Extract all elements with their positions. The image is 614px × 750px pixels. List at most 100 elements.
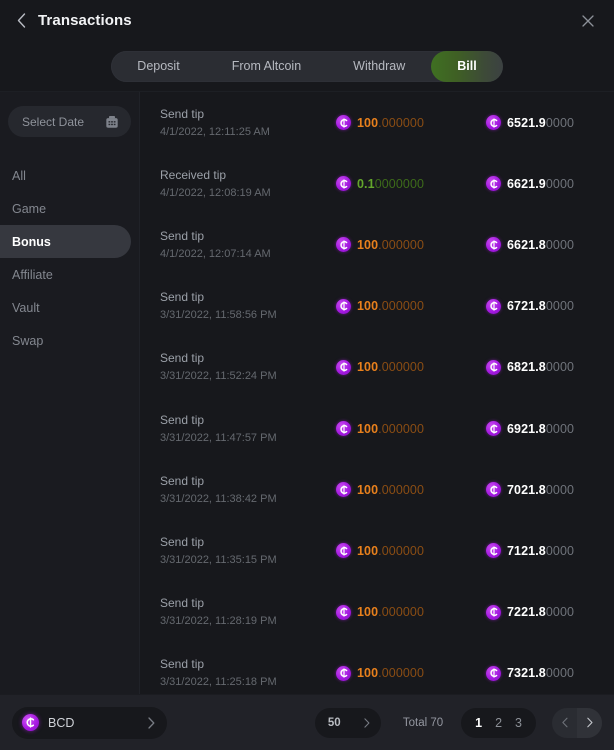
back-button[interactable] — [12, 12, 30, 30]
transaction-amount: 100.000000 — [336, 115, 486, 131]
table-row[interactable]: Send tip 3/31/2022, 11:58:56 PM 100.000000… — [140, 276, 614, 337]
previous-page-button[interactable] — [552, 708, 577, 738]
balance-value: 7221.80000 — [507, 605, 574, 619]
transaction-title: Send tip — [160, 596, 205, 611]
modal-header: Transactions — [0, 0, 614, 41]
amount-main: 100 — [357, 299, 379, 314]
tab-bill[interactable]: Bill — [431, 50, 503, 82]
sidebar-item-swap[interactable]: Swap — [0, 324, 131, 357]
coin-icon — [336, 115, 351, 131]
coin-icon — [336, 482, 351, 498]
transaction-amount: 100.000000 — [336, 482, 486, 498]
tab-deposit[interactable]: Deposit — [111, 51, 205, 82]
amount-value: 100.000000 — [357, 422, 424, 436]
coin-icon — [486, 421, 501, 437]
coin-icon — [486, 604, 501, 620]
table-row[interactable]: Send tip 3/31/2022, 11:25:18 PM 100.000000… — [140, 643, 614, 694]
coin-icon — [336, 359, 351, 375]
coin-selector[interactable]: BCD — [12, 706, 167, 739]
amount-value: 100.000000 — [357, 360, 424, 374]
calendar-icon — [106, 115, 118, 128]
coin-glyph-icon — [489, 546, 497, 556]
page-title: Transactions — [38, 12, 132, 29]
amount-main: 100 — [357, 237, 379, 252]
transaction-title: Send tip — [160, 351, 205, 366]
transaction-list[interactable]: Send tip 4/1/2022, 12:11:25 AM 100.000000 6… — [140, 92, 614, 694]
date-filter[interactable]: Select Date — [8, 106, 131, 137]
tab-from-altcoin[interactable]: From Altcoin — [206, 51, 327, 82]
table-row[interactable]: Send tip 3/31/2022, 11:38:42 PM 100.000000… — [140, 459, 614, 520]
table-row[interactable]: Received tip 4/1/2022, 12:08:19 AM 0.10000… — [140, 153, 614, 214]
balance-decimals: 0000 — [545, 482, 575, 497]
coin-icon — [336, 176, 351, 192]
transaction-amount: 100.000000 — [336, 543, 486, 559]
amount-decimals: .000000 — [378, 666, 425, 681]
sidebar-item-all[interactable]: All — [0, 159, 131, 192]
sidebar-item-affiliate[interactable]: Affiliate — [0, 258, 131, 291]
transaction-amount: 100.000000 — [336, 604, 486, 620]
balance-value: 7021.80000 — [507, 483, 574, 497]
balance-decimals: 0000 — [545, 543, 575, 558]
balance-main: 6721.8 — [507, 299, 546, 314]
table-row[interactable]: Send tip 3/31/2022, 11:52:24 PM 100.000000… — [140, 337, 614, 398]
transaction-balance: 7021.80000 — [486, 482, 592, 498]
transaction-amount: 100.000000 — [336, 359, 486, 375]
close-button[interactable] — [578, 11, 598, 31]
next-page-button[interactable] — [577, 707, 602, 738]
amount-main: 100 — [357, 543, 379, 558]
balance-value: 6721.80000 — [507, 299, 574, 313]
coin-icon — [336, 604, 351, 620]
balance-main: 6821.8 — [507, 360, 546, 375]
page-number-1[interactable]: 1 — [475, 715, 483, 730]
transaction-title: Received tip — [160, 167, 227, 182]
table-row[interactable]: Send tip 3/31/2022, 11:35:15 PM 100.000000… — [140, 520, 614, 581]
coin-glyph-icon — [26, 717, 35, 728]
sidebar-item-label: Swap — [12, 333, 44, 348]
sidebar-item-game[interactable]: Game — [0, 192, 131, 225]
sidebar-item-label: Affiliate — [12, 267, 53, 282]
page-number-3[interactable]: 3 — [515, 715, 522, 730]
amount-value: 100.000000 — [357, 544, 424, 558]
coin-icon — [336, 543, 351, 559]
balance-value: 7121.80000 — [507, 544, 574, 558]
transaction-balance: 6921.80000 — [486, 421, 592, 437]
transaction-title: Send tip — [160, 412, 205, 427]
transaction-description: Send tip 3/31/2022, 11:52:24 PM — [160, 350, 336, 384]
transaction-description: Send tip 3/31/2022, 11:35:15 PM — [160, 534, 336, 568]
tabbar-container: Deposit From Altcoin Withdraw Bill — [0, 41, 614, 91]
amount-main: 100 — [357, 666, 379, 681]
table-row[interactable]: Send tip 3/31/2022, 11:47:57 PM 100.000000… — [140, 398, 614, 459]
amount-value: 100.000000 — [357, 299, 424, 313]
amount-decimals: .000000 — [378, 237, 425, 252]
transaction-time: 3/31/2022, 11:47:57 PM — [160, 431, 277, 444]
tab-withdraw[interactable]: Withdraw — [327, 51, 431, 82]
coin-glyph-icon — [489, 668, 497, 678]
balance-main: 6921.8 — [507, 421, 546, 436]
pagination-controls: 50 Total 70 1 2 3 — [314, 707, 602, 738]
table-row[interactable]: Send tip 4/1/2022, 12:07:14 AM 100.000000 6… — [140, 214, 614, 275]
amount-main: 0.1 — [357, 176, 375, 191]
coin-icon — [22, 714, 39, 731]
transaction-title: Send tip — [160, 290, 205, 305]
table-row[interactable]: Send tip 4/1/2022, 12:11:25 AM 100.000000 6… — [140, 92, 614, 153]
transaction-time: 3/31/2022, 11:38:42 PM — [160, 492, 277, 505]
sidebar-item-bonus[interactable]: Bonus — [0, 225, 131, 258]
amount-decimals: .000000 — [378, 421, 425, 436]
sidebar-item-vault[interactable]: Vault — [0, 291, 131, 324]
transaction-amount: 100.000000 — [336, 237, 486, 253]
table-row[interactable]: Send tip 3/31/2022, 11:28:19 PM 100.000000… — [140, 582, 614, 643]
balance-decimals: 0000 — [545, 176, 575, 191]
coin-glyph-icon — [339, 362, 347, 373]
transaction-amount: 100.000000 — [336, 421, 486, 437]
amount-decimals: 0000000 — [374, 176, 425, 191]
page-number-2[interactable]: 2 — [495, 715, 503, 730]
chevron-left-icon — [561, 717, 568, 728]
chevron-left-icon — [17, 13, 25, 28]
balance-value: 6621.80000 — [507, 238, 574, 252]
balance-main: 6521.9 — [507, 115, 546, 130]
page-size-label: 50 — [327, 716, 341, 729]
transaction-amount: 100.000000 — [336, 665, 486, 681]
balance-value: 6821.80000 — [507, 360, 574, 374]
coin-glyph-icon — [489, 117, 497, 128]
page-size-selector[interactable]: 50 — [314, 707, 381, 738]
